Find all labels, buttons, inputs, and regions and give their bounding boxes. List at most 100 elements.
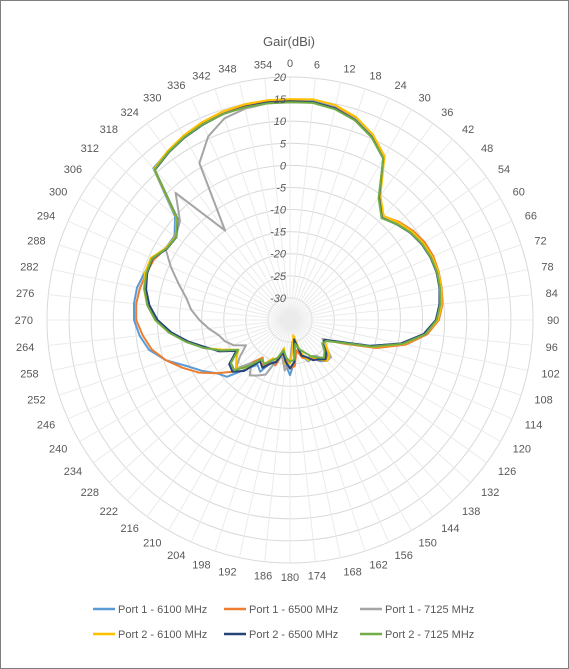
angle-label: 42 — [462, 124, 474, 136]
angle-label: 282 — [20, 262, 38, 274]
grid-spoke — [289, 319, 453, 501]
angle-label: 198 — [192, 559, 210, 571]
grid-spoke — [93, 319, 291, 464]
grid-spoke — [146, 123, 291, 321]
grid-spoke — [127, 319, 291, 501]
grid-spoke — [289, 123, 434, 321]
angle-label: 126 — [498, 466, 516, 478]
radial-tick-label: -20 — [270, 249, 287, 261]
grid-spoke — [289, 244, 522, 321]
grid-spoke — [289, 319, 522, 396]
grid-spoke — [289, 157, 471, 321]
grid-spoke — [67, 220, 291, 321]
grid-spoke — [214, 319, 291, 552]
grid-spoke — [264, 78, 291, 321]
angle-label: 6 — [314, 59, 320, 71]
angle-label: 246 — [37, 420, 55, 432]
grid-spoke — [52, 268, 291, 321]
grid-spoke — [289, 220, 513, 321]
grid-spoke — [58, 319, 291, 396]
grid-spoke — [289, 198, 501, 321]
series-line — [143, 101, 442, 372]
radial-tick-label: 5 — [280, 138, 287, 150]
legend: Port 1 - 6100 MHz Port 1 - 6500 MHz Port 1… — [93, 604, 474, 641]
angle-label: 180 — [281, 572, 299, 584]
grid-spoke — [109, 157, 291, 321]
legend-label: Port 2 - 6100 MHz — [118, 629, 207, 641]
angle-label: 138 — [462, 506, 480, 518]
angle-label: 78 — [541, 262, 553, 274]
angle-label: 60 — [513, 187, 525, 199]
angle-label: 324 — [121, 107, 139, 119]
grid-spoke — [289, 139, 453, 321]
grid-spoke — [289, 294, 532, 321]
angle-label: 12 — [343, 64, 355, 76]
grid-spoke — [289, 97, 390, 321]
grid-spoke — [289, 319, 487, 464]
angle-label: 312 — [81, 143, 99, 155]
angle-label: 294 — [37, 211, 55, 223]
radial-tick-label: -5 — [276, 183, 287, 195]
grid-spoke — [168, 109, 291, 321]
angle-label: 132 — [481, 487, 499, 499]
radial-tick-label: -10 — [270, 205, 287, 217]
angle-label: 186 — [254, 571, 272, 583]
angle-label: 336 — [167, 80, 185, 92]
angle-label: 228 — [81, 487, 99, 499]
angle-label: 264 — [16, 342, 34, 354]
angle-label: 192 — [218, 566, 236, 578]
angle-label: 210 — [143, 538, 161, 550]
grid-spoke — [289, 319, 342, 558]
angle-label: 114 — [525, 420, 543, 432]
angle-label: 330 — [143, 92, 161, 104]
grid-spoke — [79, 198, 291, 321]
angle-label: 258 — [20, 368, 38, 380]
grid-spoke — [109, 319, 291, 483]
series-line — [135, 99, 444, 375]
angle-label: 36 — [441, 107, 453, 119]
angle-label: 90 — [547, 315, 559, 327]
grid-spoke — [289, 319, 532, 346]
grid-spoke — [48, 294, 291, 321]
grid-spoke — [289, 82, 342, 321]
grid-spoke — [58, 244, 291, 321]
radial-tick-label: 0 — [280, 160, 287, 172]
grid-spoke — [238, 319, 291, 558]
grid-spoke — [93, 176, 291, 321]
grid-spoke — [289, 88, 366, 321]
angle-label: 120 — [513, 444, 531, 456]
grid-spoke — [67, 319, 291, 420]
angle-label: 96 — [546, 342, 558, 354]
grid-spoke — [289, 319, 528, 372]
grid-spoke — [289, 319, 434, 517]
angle-label: 150 — [419, 538, 437, 550]
legend-label: Port 1 - 7125 MHz — [385, 604, 474, 616]
grid-spoke — [127, 139, 291, 321]
angle-label: 216 — [121, 523, 139, 535]
series-layer — [133, 98, 444, 378]
angle-label: 204 — [167, 550, 185, 562]
angle-label: 252 — [27, 394, 45, 406]
angle-label: 24 — [395, 80, 407, 92]
angle-label: 270 — [15, 315, 33, 327]
radial-tick-label: -15 — [270, 227, 287, 239]
angle-label: 348 — [218, 64, 236, 76]
angle-label: 276 — [16, 288, 34, 300]
legend-label: Port 2 - 7125 MHz — [385, 629, 474, 641]
angle-label: 300 — [49, 187, 67, 199]
radial-tick-label: 10 — [274, 116, 287, 128]
legend-label: Port 1 - 6500 MHz — [249, 604, 338, 616]
grid-spoke — [238, 82, 291, 321]
chart-title: Gair(dBi) — [263, 34, 315, 49]
angle-label: 48 — [481, 143, 493, 155]
angle-label: 168 — [343, 566, 361, 578]
angle-label: 18 — [369, 71, 381, 83]
grid-spoke — [289, 319, 513, 420]
grid-spoke — [52, 319, 291, 372]
angle-label: 108 — [534, 394, 552, 406]
angle-label: 174 — [308, 571, 326, 583]
angle-label: 156 — [395, 550, 413, 562]
